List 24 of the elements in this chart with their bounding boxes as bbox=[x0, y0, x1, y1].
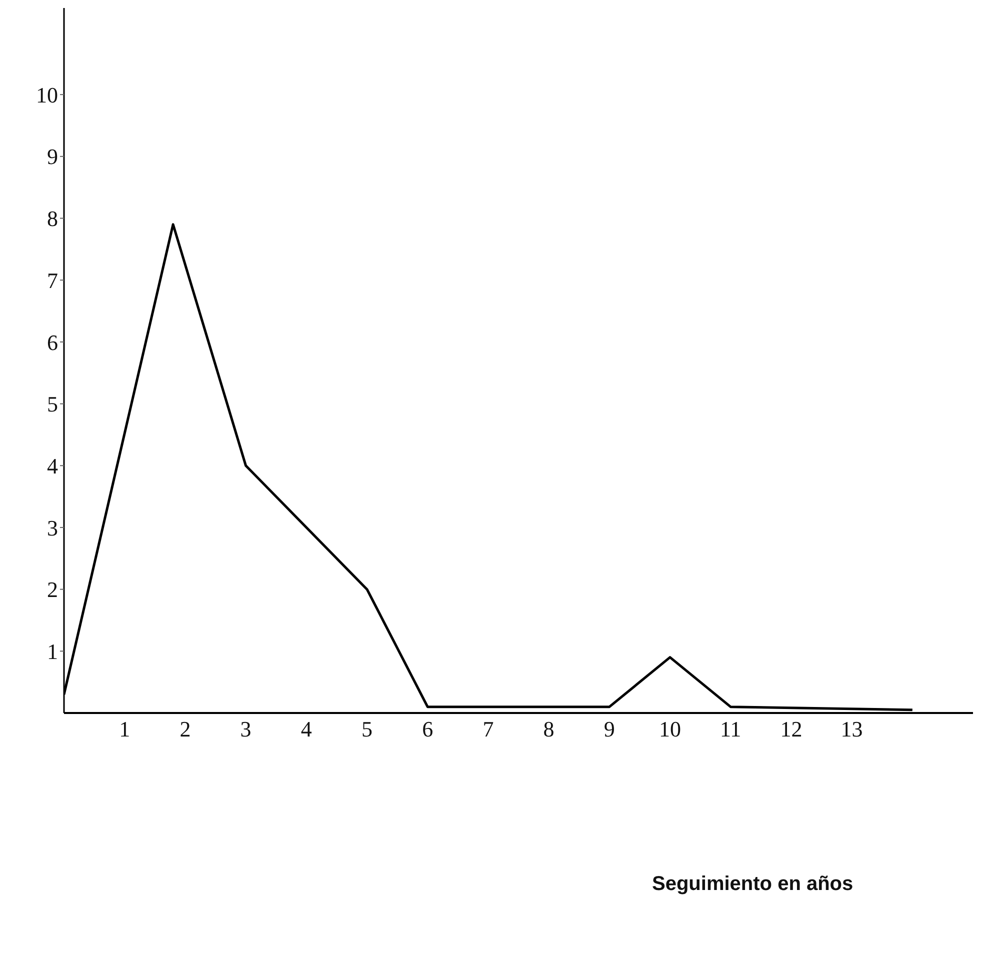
x-tick-label: 2 bbox=[180, 716, 191, 742]
x-tick-label: 7 bbox=[482, 716, 494, 742]
x-tick-label: 13 bbox=[840, 716, 863, 742]
y-tick-label: 9 bbox=[47, 144, 58, 170]
y-tick-label: 3 bbox=[47, 515, 58, 540]
y-tick-label: 2 bbox=[47, 577, 58, 602]
x-tick-label: 6 bbox=[422, 716, 434, 742]
x-tick-label: 3 bbox=[240, 716, 252, 742]
y-tick-label: 10 bbox=[36, 82, 58, 108]
x-tick-label: 10 bbox=[659, 716, 681, 742]
y-tick-label: 4 bbox=[47, 453, 58, 478]
x-tick-label: 12 bbox=[780, 716, 802, 742]
y-tick-label: 6 bbox=[47, 330, 58, 355]
x-tick-label: 4 bbox=[300, 716, 312, 742]
x-tick-label: 11 bbox=[720, 716, 742, 742]
text: Seguimiento en años bbox=[652, 873, 854, 896]
y-tick-label: 5 bbox=[47, 392, 58, 417]
y-tick-label: 1 bbox=[47, 638, 58, 664]
x-tick-label: 8 bbox=[543, 716, 554, 742]
y-tick-label: 7 bbox=[47, 268, 58, 293]
x-tick-label: 9 bbox=[604, 716, 615, 742]
y-tick-label: 8 bbox=[47, 206, 58, 232]
x-tick-label: 1 bbox=[119, 716, 130, 742]
x-tick-label: 5 bbox=[362, 716, 372, 742]
